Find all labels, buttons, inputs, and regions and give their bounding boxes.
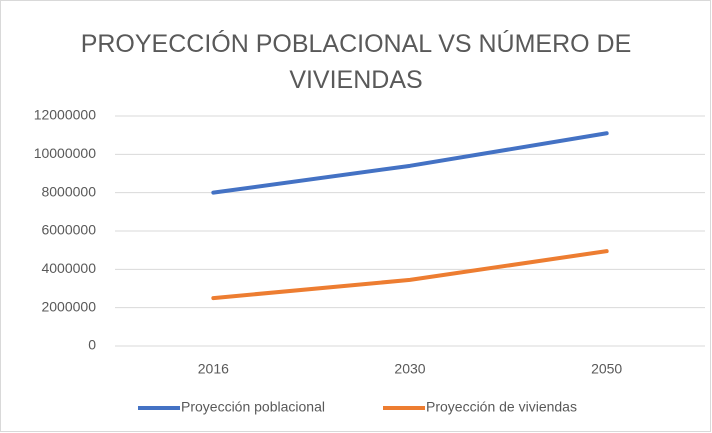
y-tick-label: 10000000: [34, 145, 97, 161]
y-tick-label: 4000000: [41, 260, 96, 276]
x-tick-label: 2030: [394, 361, 425, 377]
legend-label: Proyección de viviendas: [426, 399, 577, 415]
chart-title: PROYECCIÓN POBLACIONAL VS NÚMERO DE VIVI…: [80, 30, 632, 94]
y-tick-label: 12000000: [34, 107, 97, 123]
legend-label: Proyección poblacional: [181, 399, 325, 415]
y-tick-label: 0: [88, 337, 96, 353]
x-tick-label: 2050: [591, 361, 622, 377]
series-line: [211, 131, 609, 195]
y-tick-label: 2000000: [41, 298, 96, 314]
y-tick-label: 6000000: [41, 222, 96, 238]
y-tick-label: 8000000: [41, 183, 96, 199]
series-line: [211, 249, 609, 301]
x-tick-label: 2016: [198, 361, 229, 377]
